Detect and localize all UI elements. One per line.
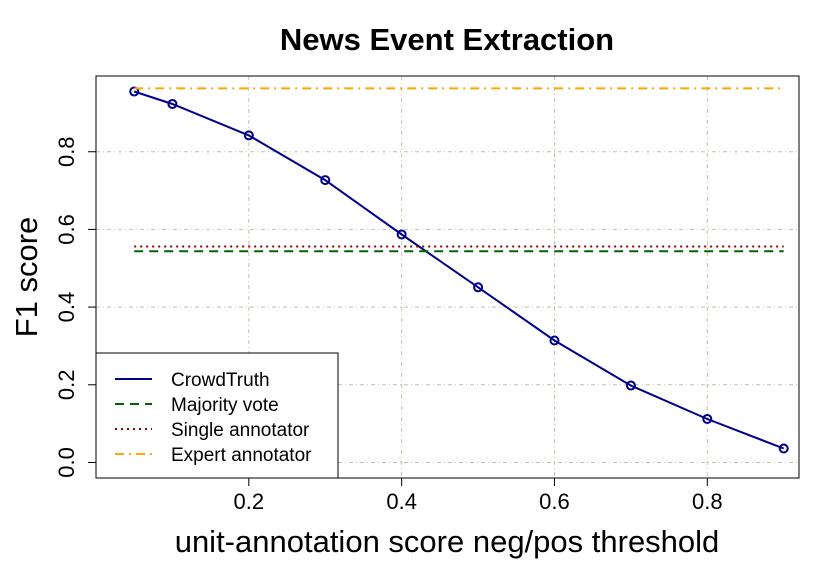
y-tick-label: 0.2: [54, 369, 79, 400]
y-tick-label: 0.6: [54, 214, 79, 245]
legend-box: [95, 352, 339, 479]
x-axis: 0.2 0.4 0.6 0.8: [234, 478, 723, 514]
series-crowdtruth: [129, 86, 789, 454]
data-point: [778, 443, 789, 454]
data-point: [320, 175, 331, 186]
legend-label: Single annotator: [171, 420, 310, 441]
x-axis-label: unit-annotation score neg/pos threshold: [175, 524, 720, 559]
x-tick-label: 0.8: [692, 489, 723, 514]
data-point: [473, 282, 484, 293]
grid: [96, 76, 799, 478]
data-point: [167, 98, 178, 109]
series-layer: [129, 86, 789, 454]
y-tick-label: 0.8: [54, 136, 79, 167]
data-point: [625, 380, 636, 391]
y-axis-label: F1 score: [9, 217, 44, 338]
y-tick-label: 0.0: [54, 447, 79, 478]
data-point: [702, 413, 713, 424]
legend-label: Expert annotator: [171, 445, 312, 466]
legend-label: Majority vote: [171, 395, 279, 416]
legend: CrowdTruth Majority vote Single annotator E…: [95, 352, 339, 479]
x-tick-label: 0.4: [386, 489, 417, 514]
x-tick-label: 0.2: [234, 489, 265, 514]
data-point: [549, 335, 560, 346]
y-tick-label: 0.4: [54, 292, 79, 323]
plot-frame: [95, 75, 800, 479]
data-point: [243, 130, 254, 141]
data-point: [396, 229, 407, 240]
legend-label: CrowdTruth: [171, 370, 270, 391]
chart-title: News Event Extraction: [280, 22, 614, 57]
x-tick-label: 0.6: [539, 489, 570, 514]
series-line: [133, 90, 785, 450]
y-axis: 0.0 0.2 0.4 0.6 0.8: [54, 136, 96, 478]
